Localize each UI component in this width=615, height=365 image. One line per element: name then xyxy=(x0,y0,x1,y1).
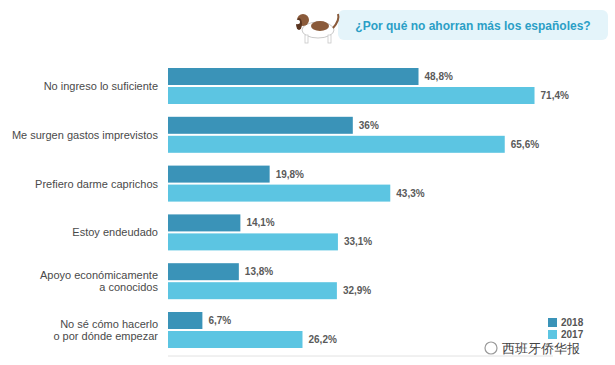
data-label: 36% xyxy=(359,120,379,131)
dog-leg xyxy=(328,35,331,43)
category-label-line: Me surgen gastos imprevistos xyxy=(12,129,159,141)
legend-swatch xyxy=(548,330,557,339)
watermark: 西班牙侨华报 xyxy=(485,341,580,356)
legend-swatch xyxy=(548,318,557,327)
chart-svg: ¿Por qué no ahorran más los españoles? No… xyxy=(0,0,615,365)
category-label-line: Prefiero darme caprichos xyxy=(35,178,158,190)
category-label: Estoy endeudado xyxy=(72,226,158,238)
data-label: 14,1% xyxy=(246,217,274,228)
data-label: 65,6% xyxy=(511,139,539,150)
data-label: 48,8% xyxy=(425,71,453,82)
bar xyxy=(168,185,390,202)
data-label: 71,4% xyxy=(541,90,569,101)
bar xyxy=(168,263,239,280)
data-label: 19,8% xyxy=(276,169,304,180)
dog-spot xyxy=(311,21,329,31)
watermark-icon xyxy=(485,342,497,354)
bar xyxy=(168,136,505,153)
dog-tail xyxy=(333,14,338,28)
bar xyxy=(168,117,353,134)
dog-snout xyxy=(294,20,300,24)
title: ¿Por qué no ahorran más los españoles? xyxy=(355,19,590,33)
category-label: Me surgen gastos imprevistos xyxy=(12,129,159,141)
data-label: 6,7% xyxy=(208,315,231,326)
bar xyxy=(168,282,337,299)
dog-icon xyxy=(294,14,338,43)
x-axis-line xyxy=(168,356,553,357)
dog-leg xyxy=(305,35,308,43)
category-label: No ingreso lo suficiente xyxy=(44,80,158,92)
bar xyxy=(168,87,535,104)
watermark-text: 西班牙侨华报 xyxy=(502,341,580,356)
bar xyxy=(168,233,338,250)
category-label-line: a conocidos xyxy=(99,281,158,293)
bar xyxy=(168,68,419,85)
data-label: 43,3% xyxy=(396,188,424,199)
title-box xyxy=(338,10,608,40)
category-label: Apoyo económicamentea conocidos xyxy=(40,269,159,293)
data-label: 33,1% xyxy=(344,236,372,247)
legend-label: 2018 xyxy=(561,317,584,328)
legend-label: 2017 xyxy=(561,329,584,340)
data-label: 26,2% xyxy=(308,334,336,345)
category-label: Prefiero darme caprichos xyxy=(35,178,158,190)
category-label-line: Apoyo económicamente xyxy=(40,269,158,281)
bars xyxy=(168,68,535,348)
legend: 20182017 xyxy=(548,317,584,340)
bar xyxy=(168,166,270,183)
category-label-line: No ingreso lo suficiente xyxy=(44,80,158,92)
category-label-line: Estoy endeudado xyxy=(72,226,158,238)
data-label: 13,8% xyxy=(245,266,273,277)
bar xyxy=(168,331,302,348)
category-label-line: o por dónde empezar xyxy=(53,330,158,342)
data-labels: 48,8% 36% 19,8% 14,1% 13,8% 6,7% 71,4% 65,6% 43,… xyxy=(208,71,569,345)
bar xyxy=(168,312,202,329)
title-group: ¿Por qué no ahorran más los españoles? xyxy=(338,10,608,40)
data-label: 32,9% xyxy=(343,285,371,296)
category-labels: No ingreso lo suficiente Me surgen gastos… xyxy=(12,80,159,342)
category-label-line: No sé cómo hacerlo xyxy=(60,318,158,330)
bar xyxy=(168,214,240,231)
chart-root: ¿Por qué no ahorran más los españoles? No… xyxy=(0,0,615,365)
category-label: No sé cómo hacerloo por dónde empezar xyxy=(53,318,158,342)
